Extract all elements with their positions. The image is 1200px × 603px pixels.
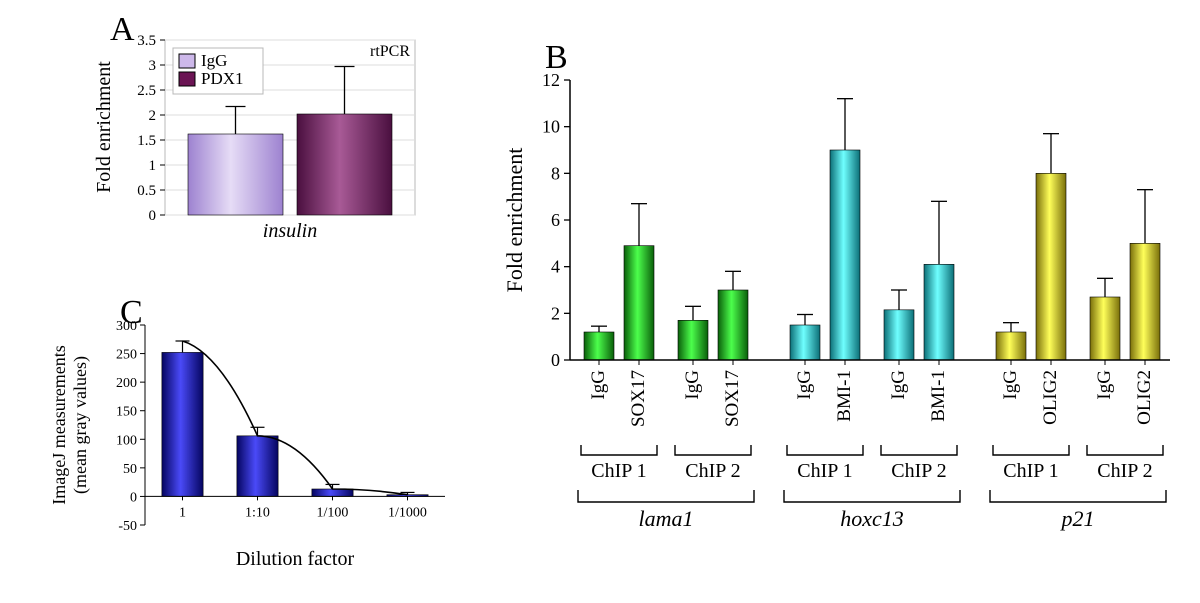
svg-text:IgG: IgG [682,370,703,400]
svg-text:OLIG2: OLIG2 [1134,370,1155,425]
panel-a-xlabel: insulin [263,220,317,242]
svg-text:2: 2 [551,303,560,323]
svg-text:250: 250 [116,348,137,363]
svg-text:IgG: IgG [794,370,815,400]
svg-text:SOX17: SOX17 [628,370,649,427]
panel-b: B 024681012 IgGSOX17IgGSOX17IgGBMI-1IgGB… [490,40,1190,600]
panel-b-gene-brackets: lama1 hoxc13 p21 [578,490,1166,531]
svg-text:hoxc13: hoxc13 [840,506,904,531]
panel-a-label: A [110,11,135,48]
svg-text:8: 8 [551,163,560,183]
panel-c-bars [162,341,428,496]
svg-text:1/1000: 1/1000 [388,505,427,520]
panel-c-ylabel1: ImageJ measurements [49,345,69,504]
svg-text:0: 0 [149,208,157,224]
svg-text:0: 0 [551,350,560,370]
panel-c-xlabel: Dilution factor [236,548,355,570]
svg-text:p21: p21 [1060,506,1095,531]
svg-text:3.5: 3.5 [137,33,156,49]
svg-text:3: 3 [149,58,157,74]
svg-text:IgG: IgG [1000,370,1021,400]
svg-text:ChIP 2: ChIP 2 [891,460,946,482]
svg-text:50: 50 [123,462,137,477]
svg-text:1: 1 [179,505,186,520]
panel-a-ylabel: Fold enrichment [93,61,115,193]
panel-c-xticks: 1 1:10 1/100 1/1000 [179,496,427,520]
svg-text:IgG: IgG [888,370,909,400]
svg-text:ChIP 2: ChIP 2 [685,460,740,482]
svg-text:6: 6 [551,210,560,230]
svg-text:2.5: 2.5 [137,83,156,99]
svg-text:ChIP 1: ChIP 1 [797,460,852,482]
panel-b-grid: 0 2 4 6 8 10 12 [542,70,570,370]
svg-text:0: 0 [130,490,137,505]
panel-c-curve [183,341,408,495]
panel-b-chip-brackets: ChIP 1 ChIP 2 ChIP 1 ChIP 2 ChIP 1 ChIP 2 [581,445,1163,482]
panel-b-ylabel: Fold enrichment [502,148,527,293]
svg-text:300: 300 [116,319,137,334]
legend-pdx1: PDX1 [201,69,244,88]
svg-text:200: 200 [116,376,137,391]
svg-text:1: 1 [149,158,157,174]
svg-text:IgG: IgG [588,370,609,400]
svg-text:-50: -50 [118,519,137,534]
panel-c-grid: -50 0 50 100 150 200 250 300 [116,319,145,534]
svg-text:0.5: 0.5 [137,183,156,199]
svg-text:1/100: 1/100 [317,505,349,520]
svg-text:lama1: lama1 [639,506,694,531]
panel-a-rtpcr: rtPCR [370,43,410,60]
panel-c: C -50050100150200250300 11:101/1001/1000… [10,295,485,600]
panel-b-bars [584,99,1160,360]
svg-text:ChIP 1: ChIP 1 [591,460,646,482]
panel-c-ylabel2: (mean gray values) [70,356,91,494]
svg-text:12: 12 [542,70,560,90]
panel-a-legend: IgG PDX1 [173,48,263,94]
svg-text:IgG: IgG [1094,370,1115,400]
svg-text:BMI-1: BMI-1 [834,370,855,422]
svg-text:100: 100 [116,433,137,448]
svg-text:2: 2 [149,108,157,124]
svg-text:ChIP 1: ChIP 1 [1003,460,1058,482]
svg-text:4: 4 [551,257,560,277]
svg-text:1:10: 1:10 [245,505,270,520]
panel-b-xticklabels: IgG SOX17 IgG SOX17 IgG BMI-1 IgG BMI-1 IgG OLIG2… [588,360,1155,427]
panel-c-svg: C -50050100150200250300 11:101/1001/1000… [10,295,485,595]
svg-text:BMI-1: BMI-1 [928,370,949,422]
svg-text:150: 150 [116,405,137,420]
panel-a-svg: A 0 0.5 1 1.5 2 2.5 3 3.5 rtPCR IgG PDX1 Fold e… [55,5,460,265]
legend-igG: IgG [201,51,227,70]
svg-text:1.5: 1.5 [137,133,156,149]
svg-text:SOX17: SOX17 [722,370,743,427]
svg-text:OLIG2: OLIG2 [1040,370,1061,425]
panel-b-svg: B 024681012 IgGSOX17IgGSOX17IgGBMI-1IgGB… [490,40,1190,595]
panel-a: A 0 0.5 1 1.5 2 2.5 3 3.5 rtPCR IgG PDX1 Fold e… [55,5,460,270]
svg-text:ChIP 2: ChIP 2 [1097,460,1152,482]
svg-text:10: 10 [542,117,560,137]
